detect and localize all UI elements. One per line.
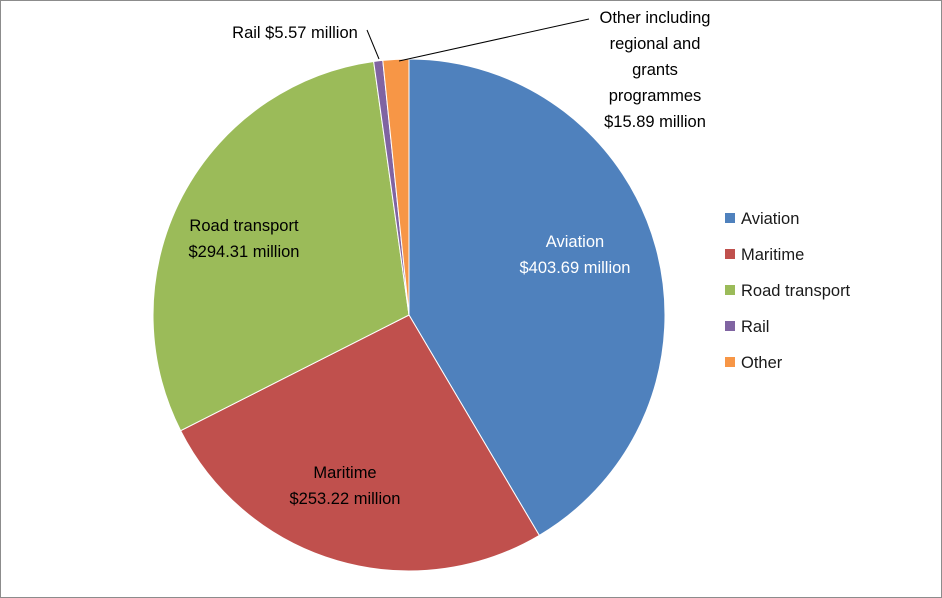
- pie-slice-aviation: [408, 58, 666, 537]
- legend-swatch-rail: [725, 321, 735, 331]
- legend-label-maritime: Maritime: [741, 246, 804, 264]
- legend-label-aviation: Aviation: [741, 210, 799, 228]
- legend-swatch-road-transport: [725, 285, 735, 295]
- data-label-aviation: Aviation $403.69 million: [520, 233, 631, 277]
- leader-lines: [366, 18, 590, 62]
- leader-line-rail: [366, 29, 380, 60]
- data-label-line: grants: [632, 61, 678, 79]
- data-label-road-transport: Road transport $294.31 million: [189, 217, 300, 261]
- data-label-line: Maritime: [313, 464, 376, 482]
- legend-item-road-transport: Road transport: [725, 282, 851, 300]
- legend-item-rail: Rail: [725, 318, 769, 336]
- pie-slices: [152, 58, 666, 572]
- legend-label-other: Other: [741, 354, 783, 372]
- pie-slice-road-transport: [152, 60, 410, 432]
- pie-slice-maritime: [179, 314, 540, 572]
- data-label-maritime: Maritime $253.22 million: [290, 464, 401, 508]
- legend-swatch-maritime: [725, 249, 735, 259]
- data-label-line: $253.22 million: [290, 490, 401, 508]
- legend-label-rail: Rail: [741, 318, 769, 336]
- legend-label-road-transport: Road transport: [741, 282, 851, 300]
- legend: Aviation Maritime Road transport Rail Other: [725, 210, 851, 372]
- legend-swatch-aviation: [725, 213, 735, 223]
- data-label-line: regional and: [610, 35, 701, 53]
- data-label-line: $15.89 million: [604, 113, 706, 131]
- legend-item-aviation: Aviation: [725, 210, 799, 228]
- legend-item-other: Other: [725, 354, 783, 372]
- legend-item-maritime: Maritime: [725, 246, 804, 264]
- data-label-line: Other including: [600, 9, 711, 27]
- data-label-line: Road transport: [189, 217, 299, 235]
- leader-line-other: [398, 18, 590, 62]
- legend-swatch-other: [725, 357, 735, 367]
- data-labels: Aviation $403.69 million Maritime $253.22 m…: [189, 9, 711, 508]
- data-label-rail: Rail $5.57 million: [232, 24, 358, 42]
- data-label-line: $294.31 million: [189, 243, 300, 261]
- data-label-line: Aviation: [546, 233, 604, 251]
- data-label-line: programmes: [609, 87, 702, 105]
- data-label-line: Rail $5.57 million: [232, 24, 358, 42]
- data-label-other: Other including regional and grants program…: [600, 9, 711, 131]
- data-label-line: $403.69 million: [520, 259, 631, 277]
